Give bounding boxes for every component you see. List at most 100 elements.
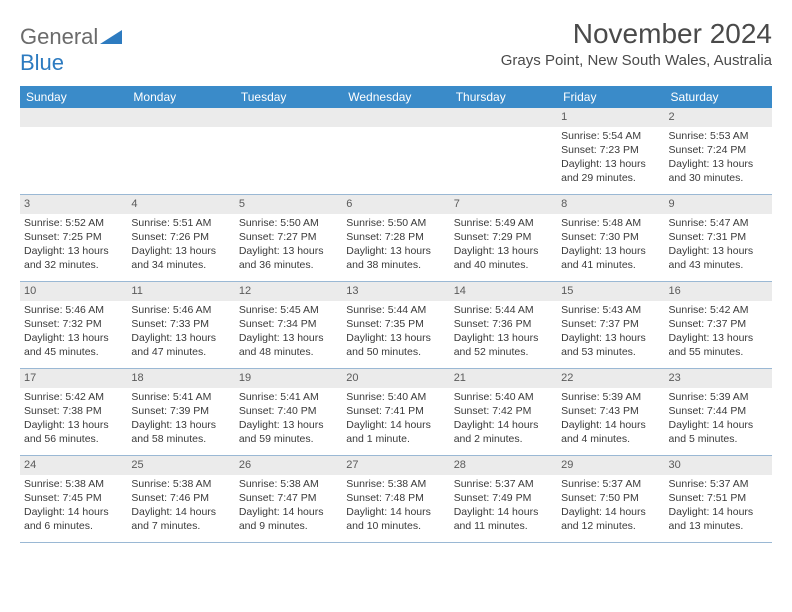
daylight-line: Daylight: 14 hours and 2 minutes. (454, 418, 553, 446)
day-body: Sunrise: 5:38 AMSunset: 7:47 PMDaylight:… (235, 475, 342, 540)
day-cell: 12Sunrise: 5:45 AMSunset: 7:34 PMDayligh… (235, 282, 342, 368)
week-row: 17Sunrise: 5:42 AMSunset: 7:38 PMDayligh… (20, 369, 772, 456)
sunrise-line: Sunrise: 5:44 AM (346, 303, 445, 317)
logo: General Blue (20, 18, 122, 76)
day-cell: 18Sunrise: 5:41 AMSunset: 7:39 PMDayligh… (127, 369, 234, 455)
day-cell: 29Sunrise: 5:37 AMSunset: 7:50 PMDayligh… (557, 456, 664, 542)
day-number: 1 (557, 108, 664, 127)
day-body: Sunrise: 5:44 AMSunset: 7:36 PMDaylight:… (450, 301, 557, 366)
sunset-line: Sunset: 7:35 PM (346, 317, 445, 331)
day-cell: 22Sunrise: 5:39 AMSunset: 7:43 PMDayligh… (557, 369, 664, 455)
day-cell: 2Sunrise: 5:53 AMSunset: 7:24 PMDaylight… (665, 108, 772, 194)
day-number: 17 (20, 369, 127, 388)
sunrise-line: Sunrise: 5:47 AM (669, 216, 768, 230)
day-number: 4 (127, 195, 234, 214)
daylight-line: Daylight: 14 hours and 10 minutes. (346, 505, 445, 533)
sunset-line: Sunset: 7:38 PM (24, 404, 123, 418)
sunset-line: Sunset: 7:37 PM (669, 317, 768, 331)
day-number: 8 (557, 195, 664, 214)
day-number: 21 (450, 369, 557, 388)
sunset-line: Sunset: 7:43 PM (561, 404, 660, 418)
location: Grays Point, New South Wales, Australia (501, 52, 772, 69)
day-number (20, 108, 127, 127)
sunset-line: Sunset: 7:27 PM (239, 230, 338, 244)
sunrise-line: Sunrise: 5:54 AM (561, 129, 660, 143)
sunrise-line: Sunrise: 5:52 AM (24, 216, 123, 230)
logo-part2: Blue (20, 50, 64, 75)
sunset-line: Sunset: 7:30 PM (561, 230, 660, 244)
sunrise-line: Sunrise: 5:38 AM (24, 477, 123, 491)
weekday-header: Wednesday (342, 86, 449, 108)
day-body: Sunrise: 5:37 AMSunset: 7:49 PMDaylight:… (450, 475, 557, 540)
day-body: Sunrise: 5:41 AMSunset: 7:39 PMDaylight:… (127, 388, 234, 453)
day-body: Sunrise: 5:39 AMSunset: 7:43 PMDaylight:… (557, 388, 664, 453)
day-number (235, 108, 342, 127)
day-cell: 27Sunrise: 5:38 AMSunset: 7:48 PMDayligh… (342, 456, 449, 542)
day-cell: 9Sunrise: 5:47 AMSunset: 7:31 PMDaylight… (665, 195, 772, 281)
daylight-line: Daylight: 13 hours and 59 minutes. (239, 418, 338, 446)
day-number: 9 (665, 195, 772, 214)
daylight-line: Daylight: 14 hours and 7 minutes. (131, 505, 230, 533)
sunrise-line: Sunrise: 5:41 AM (131, 390, 230, 404)
sunrise-line: Sunrise: 5:42 AM (669, 303, 768, 317)
sunset-line: Sunset: 7:44 PM (669, 404, 768, 418)
week-row: 24Sunrise: 5:38 AMSunset: 7:45 PMDayligh… (20, 456, 772, 543)
sunrise-line: Sunrise: 5:53 AM (669, 129, 768, 143)
daylight-line: Daylight: 13 hours and 52 minutes. (454, 331, 553, 359)
sunrise-line: Sunrise: 5:39 AM (669, 390, 768, 404)
day-number: 15 (557, 282, 664, 301)
day-number: 16 (665, 282, 772, 301)
day-cell (450, 108, 557, 194)
daylight-line: Daylight: 13 hours and 45 minutes. (24, 331, 123, 359)
daylight-line: Daylight: 13 hours and 50 minutes. (346, 331, 445, 359)
calendar-page: General Blue November 2024 Grays Point, … (0, 0, 792, 553)
day-number: 14 (450, 282, 557, 301)
day-number: 18 (127, 369, 234, 388)
sunrise-line: Sunrise: 5:38 AM (346, 477, 445, 491)
day-cell: 1Sunrise: 5:54 AMSunset: 7:23 PMDaylight… (557, 108, 664, 194)
calendar-grid: SundayMondayTuesdayWednesdayThursdayFrid… (20, 86, 772, 543)
day-number: 29 (557, 456, 664, 475)
day-body: Sunrise: 5:50 AMSunset: 7:28 PMDaylight:… (342, 214, 449, 279)
day-number: 10 (20, 282, 127, 301)
day-number: 13 (342, 282, 449, 301)
day-body: Sunrise: 5:40 AMSunset: 7:42 PMDaylight:… (450, 388, 557, 453)
daylight-line: Daylight: 13 hours and 53 minutes. (561, 331, 660, 359)
header: General Blue November 2024 Grays Point, … (20, 18, 772, 76)
day-cell: 25Sunrise: 5:38 AMSunset: 7:46 PMDayligh… (127, 456, 234, 542)
day-cell: 23Sunrise: 5:39 AMSunset: 7:44 PMDayligh… (665, 369, 772, 455)
weekday-header: Friday (557, 86, 664, 108)
day-cell: 7Sunrise: 5:49 AMSunset: 7:29 PMDaylight… (450, 195, 557, 281)
day-body: Sunrise: 5:53 AMSunset: 7:24 PMDaylight:… (665, 127, 772, 192)
sunset-line: Sunset: 7:46 PM (131, 491, 230, 505)
daylight-line: Daylight: 14 hours and 5 minutes. (669, 418, 768, 446)
day-number: 2 (665, 108, 772, 127)
daylight-line: Daylight: 13 hours and 55 minutes. (669, 331, 768, 359)
month-title: November 2024 (501, 18, 772, 50)
day-cell: 3Sunrise: 5:52 AMSunset: 7:25 PMDaylight… (20, 195, 127, 281)
day-cell: 30Sunrise: 5:37 AMSunset: 7:51 PMDayligh… (665, 456, 772, 542)
day-body: Sunrise: 5:43 AMSunset: 7:37 PMDaylight:… (557, 301, 664, 366)
day-cell: 26Sunrise: 5:38 AMSunset: 7:47 PMDayligh… (235, 456, 342, 542)
logo-triangle-icon (100, 30, 122, 49)
day-number: 22 (557, 369, 664, 388)
sunrise-line: Sunrise: 5:41 AM (239, 390, 338, 404)
sunset-line: Sunset: 7:47 PM (239, 491, 338, 505)
weeks-container: 1 Sunrise: 5:54 AMSunset: 7:23 PM Daylight… (20, 108, 772, 543)
sunrise-line: Sunrise: 5:51 AM (131, 216, 230, 230)
day-cell: 13Sunrise: 5:44 AMSunset: 7:35 PMDayligh… (342, 282, 449, 368)
sunset-line: Sunset: 7:23 PM (561, 143, 660, 157)
week-row: 10Sunrise: 5:46 AMSunset: 7:32 PMDayligh… (20, 282, 772, 369)
day-body: Sunrise: 5:48 AMSunset: 7:30 PMDaylight:… (557, 214, 664, 279)
daylight-line: Daylight: 14 hours and 9 minutes. (239, 505, 338, 533)
day-body: Sunrise: 5:42 AMSunset: 7:38 PMDaylight:… (20, 388, 127, 453)
sunset-line: Sunset: 7:28 PM (346, 230, 445, 244)
day-number: 20 (342, 369, 449, 388)
sunset-line: Sunset: 7:36 PM (454, 317, 553, 331)
day-body: Sunrise: 5:44 AMSunset: 7:35 PMDaylight:… (342, 301, 449, 366)
day-body: Sunrise: 5:47 AMSunset: 7:31 PMDaylight:… (665, 214, 772, 279)
day-number (450, 108, 557, 127)
day-cell (235, 108, 342, 194)
daylight-line: Daylight: 13 hours and 43 minutes. (669, 244, 768, 272)
day-cell: 17Sunrise: 5:42 AMSunset: 7:38 PMDayligh… (20, 369, 127, 455)
